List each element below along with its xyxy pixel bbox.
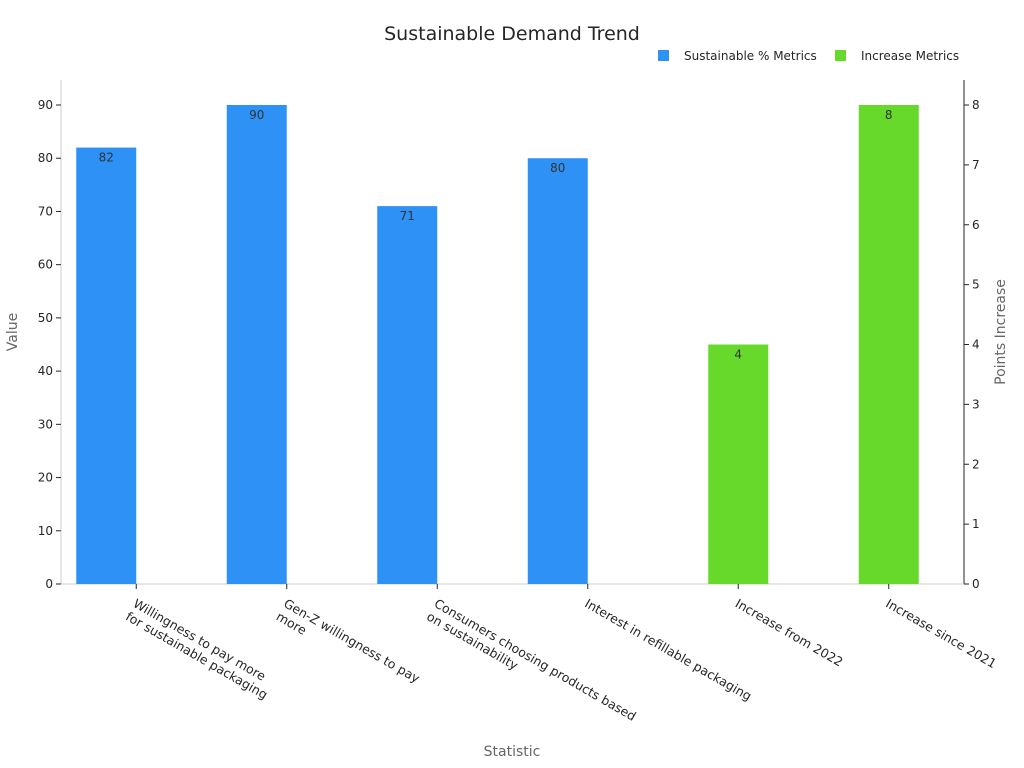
y2-tick-label: 2 xyxy=(972,457,980,471)
bar-sustainable xyxy=(76,147,137,585)
y-tick-label: 40 xyxy=(38,364,53,378)
bar-increase xyxy=(858,105,919,584)
bar-value-label: 90 xyxy=(249,108,264,122)
chart-title: Sustainable Demand Trend xyxy=(384,23,640,45)
bar-value-label: 80 xyxy=(550,161,565,175)
category-labels: Willingness to pay morefor sustainable p… xyxy=(123,596,999,724)
category-label: Willingness to pay morefor sustainable p… xyxy=(123,596,278,703)
bar-value-label: 71 xyxy=(400,209,415,223)
bar-sustainable xyxy=(377,206,438,584)
y-tick-label: 10 xyxy=(38,524,53,538)
bars xyxy=(76,105,919,585)
bar-value-label: 4 xyxy=(734,348,742,362)
y2-tick-label: 6 xyxy=(972,218,980,232)
x-axis-title: Statistic xyxy=(484,744,541,760)
y-tick-label: 90 xyxy=(38,98,53,112)
y2-tick-label: 5 xyxy=(972,278,980,292)
category-label: Interest in refillable packaging xyxy=(582,596,754,704)
bar-value-label: 82 xyxy=(99,151,114,165)
y-tick-label: 50 xyxy=(38,311,53,325)
y-tick-label: 20 xyxy=(38,471,53,485)
legend-label-increase: Increase Metrics xyxy=(861,49,959,63)
bar-labels: 82 90 71 80 4 8 xyxy=(99,108,893,362)
y2-tick-label: 0 xyxy=(972,577,980,591)
legend-swatch-increase xyxy=(835,50,846,61)
bar-sustainable xyxy=(527,158,588,584)
y2-tick-label: 4 xyxy=(972,338,980,352)
bar-value-label: 8 xyxy=(885,108,893,122)
y-tick-label: 30 xyxy=(38,417,53,431)
y2-axis-title: Points Increase xyxy=(993,279,1009,385)
y2-tick-label: 8 xyxy=(972,98,980,112)
legend-label-sustainable: Sustainable % Metrics xyxy=(684,49,817,63)
y2-tick-label: 1 xyxy=(972,517,980,531)
category-label-line: Increase since 2021 xyxy=(883,596,999,672)
bar-sustainable xyxy=(226,105,287,584)
category-label-line: Willingness to pay more xyxy=(131,596,269,684)
y-axis-title: Value xyxy=(5,313,21,351)
y-tick-label: 60 xyxy=(38,258,53,272)
category-label-line: Gen-Z willingness to pay xyxy=(281,596,423,687)
category-label-line: Interest in refillable packaging xyxy=(582,596,754,704)
category-label: Increase from 2022 xyxy=(733,596,846,670)
y-tick-label: 70 xyxy=(38,204,53,218)
category-label-line: for sustainable packaging xyxy=(123,609,270,703)
axes: 0 10 20 30 40 50 60 70 80 90 0 1 2 3 4 5 6 7 8 xyxy=(38,80,980,591)
y-tick-label: 80 xyxy=(38,151,53,165)
y2-tick-label: 7 xyxy=(972,158,980,172)
category-label-line: Increase from 2022 xyxy=(733,596,846,670)
y-tick-label: 0 xyxy=(45,577,53,591)
category-label: Increase since 2021 xyxy=(883,596,999,672)
y2-tick-label: 3 xyxy=(972,397,980,411)
legend: Sustainable % Metrics Increase Metrics xyxy=(658,49,959,63)
legend-swatch-sustainable xyxy=(658,50,669,61)
category-label: Gen-Z willingness to paymore xyxy=(274,596,423,700)
bar-increase xyxy=(708,344,769,584)
